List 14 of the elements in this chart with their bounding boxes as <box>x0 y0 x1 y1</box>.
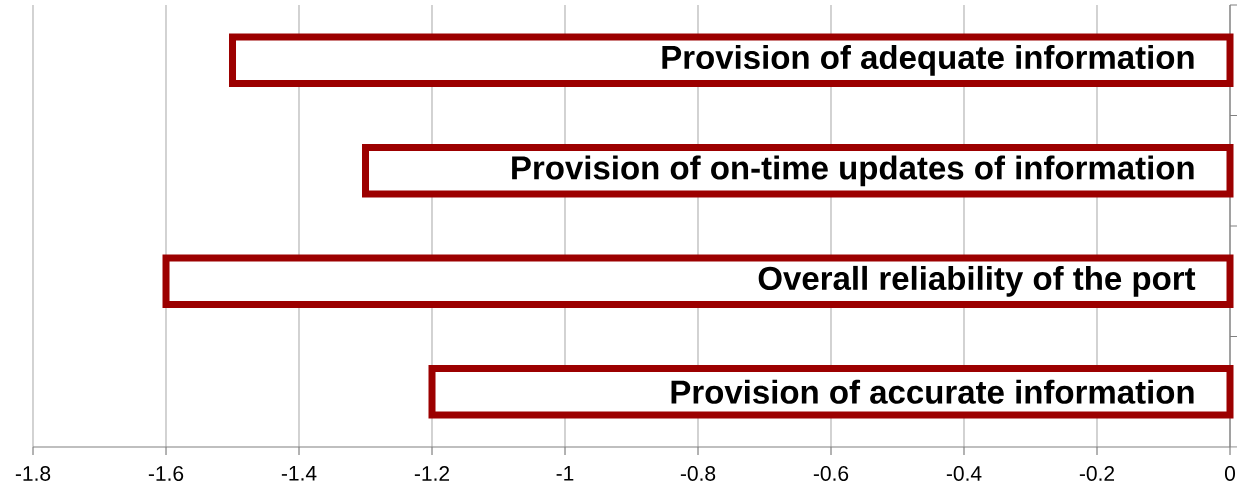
x-tick-label: -1 <box>556 466 574 481</box>
x-tick-label: -1.2 <box>414 466 450 481</box>
y-tick-label: Overall reliability of the port <box>758 265 1196 297</box>
y-tick-label: Provision of accurate information <box>671 379 1194 404</box>
x-tick-label: 0 <box>1224 466 1236 481</box>
x-tick-label: -1.8 <box>15 466 51 481</box>
x-tick-label: -0.4 <box>946 466 982 481</box>
x-tick-label: -0.6 <box>813 466 849 481</box>
x-tick-label: -1.6 <box>148 466 184 481</box>
y-tick-label: Provision of adequate information <box>662 44 1194 76</box>
x-tick-label: -0.8 <box>680 466 716 481</box>
x-tick-label: -1.4 <box>281 466 317 481</box>
y-tick-label: Provision of on-time updates of information <box>512 155 1194 187</box>
x-tick-label: -0.2 <box>1079 466 1115 481</box>
